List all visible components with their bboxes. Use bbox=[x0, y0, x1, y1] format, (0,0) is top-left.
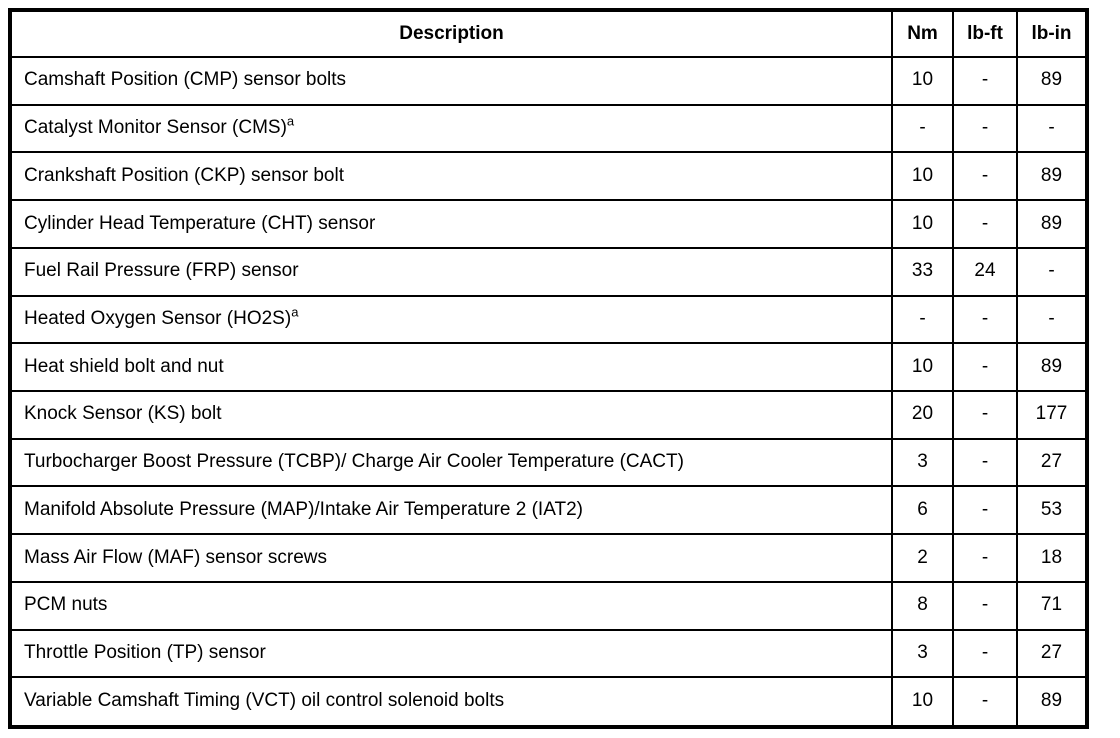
lbft-cell: - bbox=[952, 437, 1018, 488]
description-cell: PCM nuts bbox=[9, 580, 893, 631]
lbin-cell: 89 bbox=[1016, 676, 1088, 728]
lbft-cell: - bbox=[952, 628, 1018, 679]
description-text: Heated Oxygen Sensor (HO2S) bbox=[24, 308, 292, 329]
lbin-cell: 89 bbox=[1016, 56, 1088, 106]
table-row: Turbocharger Boost Pressure (TCBP)/ Char… bbox=[9, 437, 1088, 488]
lbin-cell: 71 bbox=[1016, 580, 1088, 631]
nm-cell: 8 bbox=[891, 580, 954, 631]
column-header-lbft: lb-ft bbox=[952, 9, 1018, 58]
lbft-cell: - bbox=[952, 390, 1018, 440]
lbft-cell: - bbox=[952, 580, 1018, 631]
column-header-description: Description bbox=[9, 9, 893, 58]
nm-cell: - bbox=[891, 103, 954, 154]
table-row: Manifold Absolute Pressure (MAP)/Intake … bbox=[9, 485, 1088, 536]
description-cell: Turbocharger Boost Pressure (TCBP)/ Char… bbox=[9, 437, 893, 488]
lbft-cell: - bbox=[952, 103, 1018, 154]
table-row: Crankshaft Position (CKP) sensor bolt 10… bbox=[9, 151, 1088, 202]
lbft-cell: - bbox=[952, 676, 1018, 728]
table-row: Catalyst Monitor Sensor (CMS)a - - - bbox=[9, 103, 1088, 154]
table-row: Throttle Position (TP) sensor 3 - 27 bbox=[9, 628, 1088, 679]
lbin-cell: - bbox=[1016, 294, 1088, 345]
column-header-nm: Nm bbox=[891, 9, 954, 58]
lbin-cell: 27 bbox=[1016, 437, 1088, 488]
nm-cell: 10 bbox=[891, 199, 954, 249]
description-text: Fuel Rail Pressure (FRP) sensor bbox=[24, 260, 299, 282]
table-row: Fuel Rail Pressure (FRP) sensor 33 24 - bbox=[9, 246, 1088, 297]
description-cell: Throttle Position (TP) sensor bbox=[9, 628, 893, 679]
description-text: Manifold Absolute Pressure (MAP)/Intake … bbox=[24, 498, 583, 520]
nm-cell: 3 bbox=[891, 437, 954, 488]
header-row: Description Nm lb-ft lb-in bbox=[9, 9, 1088, 58]
lbft-cell: - bbox=[952, 485, 1018, 536]
table-row: Heat shield bolt and nut 10 - 89 bbox=[9, 342, 1088, 393]
description-cell: Heated Oxygen Sensor (HO2S)a bbox=[9, 294, 893, 345]
lbin-cell: 53 bbox=[1016, 485, 1088, 536]
description-text: Cylinder Head Temperature (CHT) sensor bbox=[24, 212, 376, 234]
table-body: Camshaft Position (CMP) sensor bolts 10 … bbox=[9, 56, 1088, 728]
lbft-cell: 24 bbox=[952, 246, 1018, 297]
description-cell: Cylinder Head Temperature (CHT) sensor bbox=[9, 199, 893, 249]
nm-cell: 10 bbox=[891, 151, 954, 202]
description-text: Heat shield bolt and nut bbox=[24, 355, 224, 377]
lbft-cell: - bbox=[952, 342, 1018, 393]
nm-cell: 6 bbox=[891, 485, 954, 536]
description-text: PCM nuts bbox=[24, 594, 108, 616]
lbft-cell: - bbox=[952, 294, 1018, 345]
table-row: Knock Sensor (KS) bolt 20 - 177 bbox=[9, 390, 1088, 440]
description-cell: Manifold Absolute Pressure (MAP)/Intake … bbox=[9, 485, 893, 536]
description-text: Catalyst Monitor Sensor (CMS) bbox=[24, 117, 287, 139]
lbin-cell: 18 bbox=[1016, 533, 1088, 583]
lbin-cell: 27 bbox=[1016, 628, 1088, 679]
table-row: Heated Oxygen Sensor (HO2S)a - - - bbox=[9, 294, 1088, 345]
description-cell: Crankshaft Position (CKP) sensor bolt bbox=[9, 151, 893, 202]
table-row: PCM nuts 8 - 71 bbox=[9, 580, 1088, 631]
column-header-lbin: lb-in bbox=[1016, 9, 1088, 58]
description-text: Crankshaft Position (CKP) sensor bolt bbox=[24, 164, 344, 186]
lbin-cell: - bbox=[1016, 246, 1088, 297]
description-text: Mass Air Flow (MAF) sensor screws bbox=[24, 546, 327, 568]
lbft-cell: - bbox=[952, 533, 1018, 583]
description-text: Variable Camshaft Timing (VCT) oil contr… bbox=[24, 690, 505, 712]
nm-cell: - bbox=[891, 294, 954, 345]
nm-cell: 20 bbox=[891, 390, 954, 440]
lbft-cell: - bbox=[952, 56, 1018, 106]
footnote-marker: a bbox=[291, 304, 299, 320]
nm-cell: 10 bbox=[891, 56, 954, 106]
nm-cell: 33 bbox=[891, 246, 954, 297]
lbin-cell: 89 bbox=[1016, 199, 1088, 249]
lbin-cell: - bbox=[1016, 103, 1088, 154]
description-cell: Mass Air Flow (MAF) sensor screws bbox=[9, 533, 893, 583]
lbft-cell: - bbox=[952, 199, 1018, 249]
lbin-cell: 177 bbox=[1016, 390, 1088, 440]
description-text: Knock Sensor (KS) bolt bbox=[24, 403, 222, 425]
description-cell: Variable Camshaft Timing (VCT) oil contr… bbox=[9, 676, 893, 728]
description-cell: Fuel Rail Pressure (FRP) sensor bbox=[9, 246, 893, 297]
lbin-cell: 89 bbox=[1016, 151, 1088, 202]
table-row: Cylinder Head Temperature (CHT) sensor 1… bbox=[9, 199, 1088, 249]
lbin-cell: 89 bbox=[1016, 342, 1088, 393]
description-cell: Knock Sensor (KS) bolt bbox=[9, 390, 893, 440]
description-text: Throttle Position (TP) sensor bbox=[24, 642, 266, 664]
description-text: Turbocharger Boost Pressure (TCBP)/ Char… bbox=[24, 451, 684, 473]
description-cell: Camshaft Position (CMP) sensor bolts bbox=[9, 56, 893, 106]
description-cell: Catalyst Monitor Sensor (CMS)a bbox=[9, 103, 893, 154]
table-row: Mass Air Flow (MAF) sensor screws 2 - 18 bbox=[9, 533, 1088, 583]
lbft-cell: - bbox=[952, 151, 1018, 202]
table-row: Variable Camshaft Timing (VCT) oil contr… bbox=[9, 676, 1088, 728]
torque-spec-table: Description Nm lb-ft lb-in Camshaft Posi… bbox=[8, 8, 1089, 729]
description-cell: Heat shield bolt and nut bbox=[9, 342, 893, 393]
nm-cell: 2 bbox=[891, 533, 954, 583]
table-header: Description Nm lb-ft lb-in bbox=[9, 9, 1088, 58]
nm-cell: 10 bbox=[891, 342, 954, 393]
description-text: Camshaft Position (CMP) sensor bolts bbox=[24, 69, 347, 91]
table-row: Camshaft Position (CMP) sensor bolts 10 … bbox=[9, 56, 1088, 106]
nm-cell: 10 bbox=[891, 676, 954, 728]
nm-cell: 3 bbox=[891, 628, 954, 679]
footnote-marker: a bbox=[286, 113, 295, 129]
